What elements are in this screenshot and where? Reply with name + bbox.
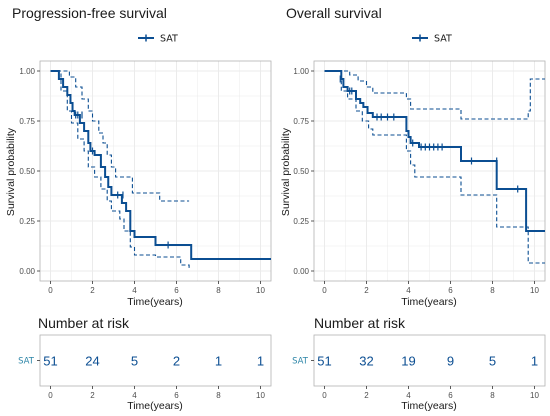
os-risk-table-title: Number at risk bbox=[314, 315, 406, 331]
os-plot-area: 0 2 4 6 8 10 0.00 0.25 0.50 0.75 1.00 bbox=[293, 60, 546, 295]
os-ci-upper-line bbox=[324, 70, 545, 120]
pfs-x-tick-label: 6 bbox=[174, 286, 179, 295]
pfs-x-tick-label: 8 bbox=[216, 286, 221, 295]
os-y-axis-title: Survival probability bbox=[280, 127, 292, 216]
pfs-x-tick-label: 10 bbox=[256, 286, 265, 295]
os-risk-x-axis-title: Time(years) bbox=[401, 400, 457, 412]
pfs-ci-upper-line bbox=[50, 70, 190, 202]
pfs-y-axis-title: Survival probability bbox=[5, 127, 17, 216]
os-y-tick-label: 0.75 bbox=[293, 117, 309, 126]
pfs-risk-x-tick-label: 10 bbox=[256, 391, 265, 400]
pfs-y-tick-label: 0.25 bbox=[19, 217, 35, 226]
pfs-x-axis-title: Time(years) bbox=[127, 296, 183, 308]
os-x-axis-title: Time(years) bbox=[401, 296, 457, 308]
pfs-risk-panel-border bbox=[39, 334, 272, 387]
pfs-risk-x-tick-label: 6 bbox=[174, 391, 179, 400]
pfs-risk-x-tick-label: 2 bbox=[90, 391, 95, 400]
os-risk-x-tick-label: 6 bbox=[448, 391, 453, 400]
pfs-risk-risk-value: 24 bbox=[85, 354, 99, 369]
pfs-y-tick-label: 0.00 bbox=[19, 267, 35, 276]
os-x-tick-label: 8 bbox=[490, 286, 495, 295]
os-y-tick-label: 0.00 bbox=[293, 267, 309, 276]
pfs-y-tick-label: 0.75 bbox=[19, 117, 35, 126]
os-x-tick-label: 2 bbox=[364, 286, 369, 295]
pfs-risk-x-tick-label: 8 bbox=[216, 391, 221, 400]
pfs-risk-table-title: Number at risk bbox=[38, 315, 130, 331]
os-legend-label: SAT bbox=[434, 34, 452, 45]
pfs-risk-risk-value: 1 bbox=[215, 354, 222, 369]
pfs-plot-area: 0 2 4 6 8 10 0.00 0.25 0.50 0.75 1.00 bbox=[19, 60, 272, 295]
pfs-risk-risk-value: 1 bbox=[257, 354, 264, 369]
os-risk-risk-value: 51 bbox=[317, 354, 331, 369]
os-y-tick-label: 0.25 bbox=[293, 217, 309, 226]
os-risk-table: SAT 51 32 19 9 5 10 2 4 6 8 10 bbox=[292, 334, 546, 400]
pfs-risk-table: SAT 51 24 5 2 1 10 2 4 6 8 10 bbox=[18, 334, 272, 400]
pfs-y-tick-label: 1.00 bbox=[19, 67, 35, 76]
os-chart-title: Overall survival bbox=[286, 5, 382, 21]
os-y-tick-label: 0.50 bbox=[293, 167, 309, 176]
os-x-tick-label: 6 bbox=[448, 286, 453, 295]
os-risk-x-tick-label: 2 bbox=[364, 391, 369, 400]
pfs-survival-curve bbox=[50, 70, 271, 260]
os-risk-risk-value: 5 bbox=[489, 354, 496, 369]
os-y-tick-label: 1.00 bbox=[293, 67, 309, 76]
os-survival-curve bbox=[324, 70, 545, 232]
os-risk-risk-value: 32 bbox=[359, 354, 373, 369]
os-risk-risk-value: 1 bbox=[531, 354, 538, 369]
os-ci-lower-line bbox=[324, 70, 545, 264]
pfs-legend: SAT bbox=[138, 34, 178, 45]
os-x-tick-label: 4 bbox=[406, 286, 411, 295]
os-risk-x-tick-label: 10 bbox=[530, 391, 539, 400]
os-risk-panel-border bbox=[313, 334, 546, 387]
pfs-legend-label: SAT bbox=[160, 34, 178, 45]
os-x-tick-label: 10 bbox=[530, 286, 539, 295]
pfs-risk-risk-value: 5 bbox=[131, 354, 138, 369]
pfs-risk-x-tick-label: 0 bbox=[48, 391, 53, 400]
pfs-ci-lower-line bbox=[50, 70, 190, 269]
os-risk-risk-value: 9 bbox=[447, 354, 454, 369]
os-risk-strata-label: SAT bbox=[292, 357, 309, 367]
os-risk-x-tick-label: 8 bbox=[490, 391, 495, 400]
os-risk-x-tick-label: 0 bbox=[322, 391, 327, 400]
os-x-tick-label: 0 bbox=[322, 286, 327, 295]
os-legend: SAT bbox=[412, 34, 452, 45]
pfs-risk-x-tick-label: 4 bbox=[132, 391, 137, 400]
pfs-x-tick-label: 2 bbox=[90, 286, 95, 295]
pfs-x-tick-label: 0 bbox=[48, 286, 53, 295]
os-risk-x-tick-label: 4 bbox=[406, 391, 411, 400]
pfs-chart-title: Progression-free survival bbox=[12, 5, 167, 21]
pfs-risk-strata-label: SAT bbox=[18, 357, 35, 367]
pfs-x-tick-label: 4 bbox=[132, 286, 137, 295]
pfs-risk-risk-value: 2 bbox=[173, 354, 180, 369]
pfs-risk-risk-value: 51 bbox=[43, 354, 57, 369]
os-risk-risk-value: 19 bbox=[401, 354, 415, 369]
pfs-y-tick-label: 0.50 bbox=[19, 167, 35, 176]
pfs-risk-x-axis-title: Time(years) bbox=[127, 400, 183, 412]
